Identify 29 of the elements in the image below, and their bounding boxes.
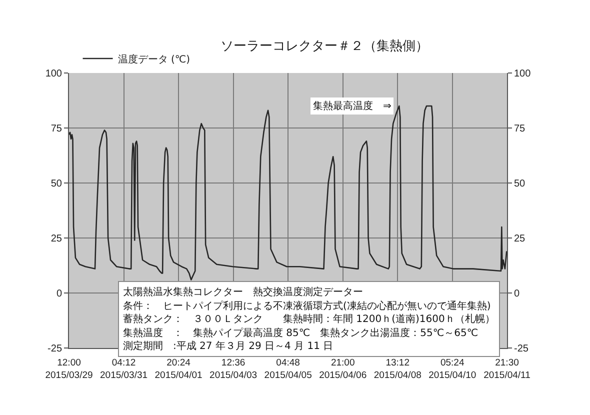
annotation: 太陽熱温水集熱コレクター 熱交換温度測定データー <box>123 286 363 298</box>
x-tick-label: 20:24 2015/04/01 <box>154 357 202 381</box>
x-tick-label: 04:12 2015/03/31 <box>100 357 148 381</box>
x-tick-label: 12:00 2015/03/29 <box>45 357 93 381</box>
y2-tick-label: 0 <box>514 288 520 300</box>
y-tick-label: -25 <box>48 344 62 354</box>
x-tick-label: 21:00 2015/04/06 <box>319 357 367 381</box>
y2-tick-label: 50 <box>514 178 526 190</box>
x-tick-label: 13:12 2015/04/08 <box>374 357 422 381</box>
y-tick-label: 0 <box>56 288 62 300</box>
x-tick-label: 21:30 2015/04/11 <box>484 357 530 381</box>
annotation: 条件： ヒートパイプ利用による不凍液循環方式(凍結の心配が無いので通年集熱) <box>123 300 491 312</box>
y2-tick-label: -25 <box>514 344 529 354</box>
y2-tick-label: 100 <box>514 68 532 80</box>
y2-tick-label: 25 <box>514 234 526 244</box>
legend-label: 温度データ (℃) <box>118 53 190 66</box>
y-tick-label: 100 <box>45 68 62 80</box>
y-tick-label: 25 <box>50 234 62 244</box>
y2-tick-label: 75 <box>514 124 526 134</box>
x-tick-label: 05:24 2015/04/10 <box>428 357 476 381</box>
x-tick-label: 04:48 2015/04/05 <box>264 357 312 381</box>
y-tick-label: 75 <box>50 124 62 134</box>
annotation: 蓄熱タンク： ３００Ｌタンク 集熱時間：年間 1200ｈ(道南)1600ｈ（札幌） <box>123 313 495 325</box>
y-tick-label: 50 <box>50 178 62 190</box>
annotation: 集熱温度 ： 集熱パイプ最高温度 85℃ 集熱タンク出湯温度：55℃～65℃ <box>123 327 478 339</box>
x-tick-label: 12:36 2015/04/03 <box>210 357 258 381</box>
chart-title: ソーラーコレクター＃２（集熱側） <box>220 39 428 54</box>
annotation: 集熱最高温度 ⇒ <box>313 100 392 112</box>
annotation: 測定期間 :平成 27 年３月 29 日～4 月 11 日 <box>123 340 334 352</box>
